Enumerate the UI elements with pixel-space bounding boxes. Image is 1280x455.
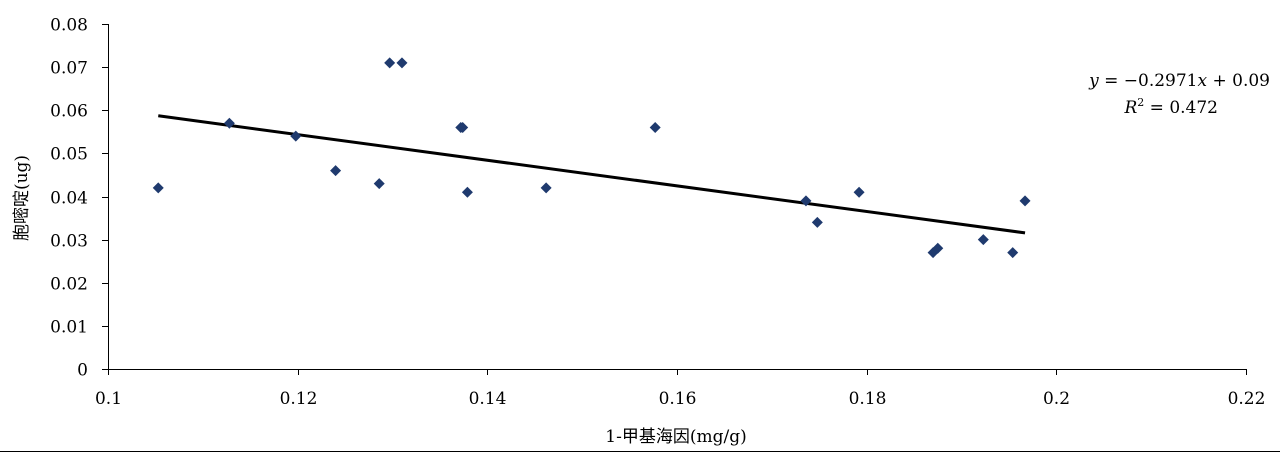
y-tick-label: 0 (77, 361, 88, 381)
r2-rest: = 0.472 (1144, 98, 1218, 118)
y-tick-label: 0.01 (50, 318, 88, 338)
data-point (932, 242, 944, 254)
y-tick-label: 0.05 (50, 145, 88, 165)
data-point (384, 57, 396, 69)
data-point (396, 57, 408, 69)
data-point (461, 186, 473, 198)
x-tick-label: 0.14 (469, 389, 507, 409)
regression-equation: y = −0.2971x + 0.09 (1088, 71, 1270, 91)
data-point (540, 182, 552, 194)
data-point (800, 195, 812, 207)
data-point (853, 186, 865, 198)
data-point (290, 130, 302, 142)
r2-sup: 2 (1137, 96, 1144, 109)
y-tick-label: 0.04 (50, 189, 88, 209)
r-squared: R2 = 0.472 (1123, 96, 1218, 118)
x-axis-title: 1-甲基海因(mg/g) (605, 427, 746, 447)
equation-tail: + 0.09 (1207, 71, 1270, 91)
r2-prefix: R (1123, 98, 1137, 118)
equation-var: x (1198, 71, 1208, 91)
x-tick-label: 0.18 (849, 389, 887, 409)
y-axis-title: 胞嘧啶(ug) (12, 155, 32, 241)
data-point (811, 216, 823, 228)
data-point (977, 234, 989, 246)
x-tick-label: 0.16 (659, 389, 697, 409)
data-point (152, 182, 164, 194)
x-tick-label: 0.12 (280, 389, 318, 409)
data-point (649, 122, 661, 133)
data-points (152, 57, 1031, 259)
data-point (1019, 195, 1031, 207)
x-tick-label: 0.1 (95, 389, 122, 409)
y-tick-label: 0.03 (50, 232, 88, 252)
y-tick-label: 0.02 (50, 275, 88, 295)
y-axis: 0 0.01 0.02 0.03 0.04 0.05 0.06 0.07 0.08 (50, 16, 109, 381)
x-tick-label: 0.2 (1043, 389, 1070, 409)
trendline (158, 114, 1026, 235)
x-tick-label: 0.22 (1228, 389, 1266, 409)
y-tick-label: 0.07 (50, 59, 88, 79)
data-point (1007, 247, 1019, 259)
data-point (223, 117, 235, 129)
x-axis: 0.1 0.12 0.14 0.16 0.18 0.2 0.22 (95, 369, 1265, 409)
trendline-group (158, 114, 1026, 235)
equation-prefix: y (1088, 71, 1099, 91)
y-tick-label: 0.08 (50, 16, 88, 36)
equation-rest: = −0.2971 (1099, 71, 1198, 91)
y-tick-label: 0.06 (50, 102, 88, 122)
data-point (457, 122, 469, 133)
data-point (330, 165, 342, 177)
data-point (373, 178, 385, 190)
